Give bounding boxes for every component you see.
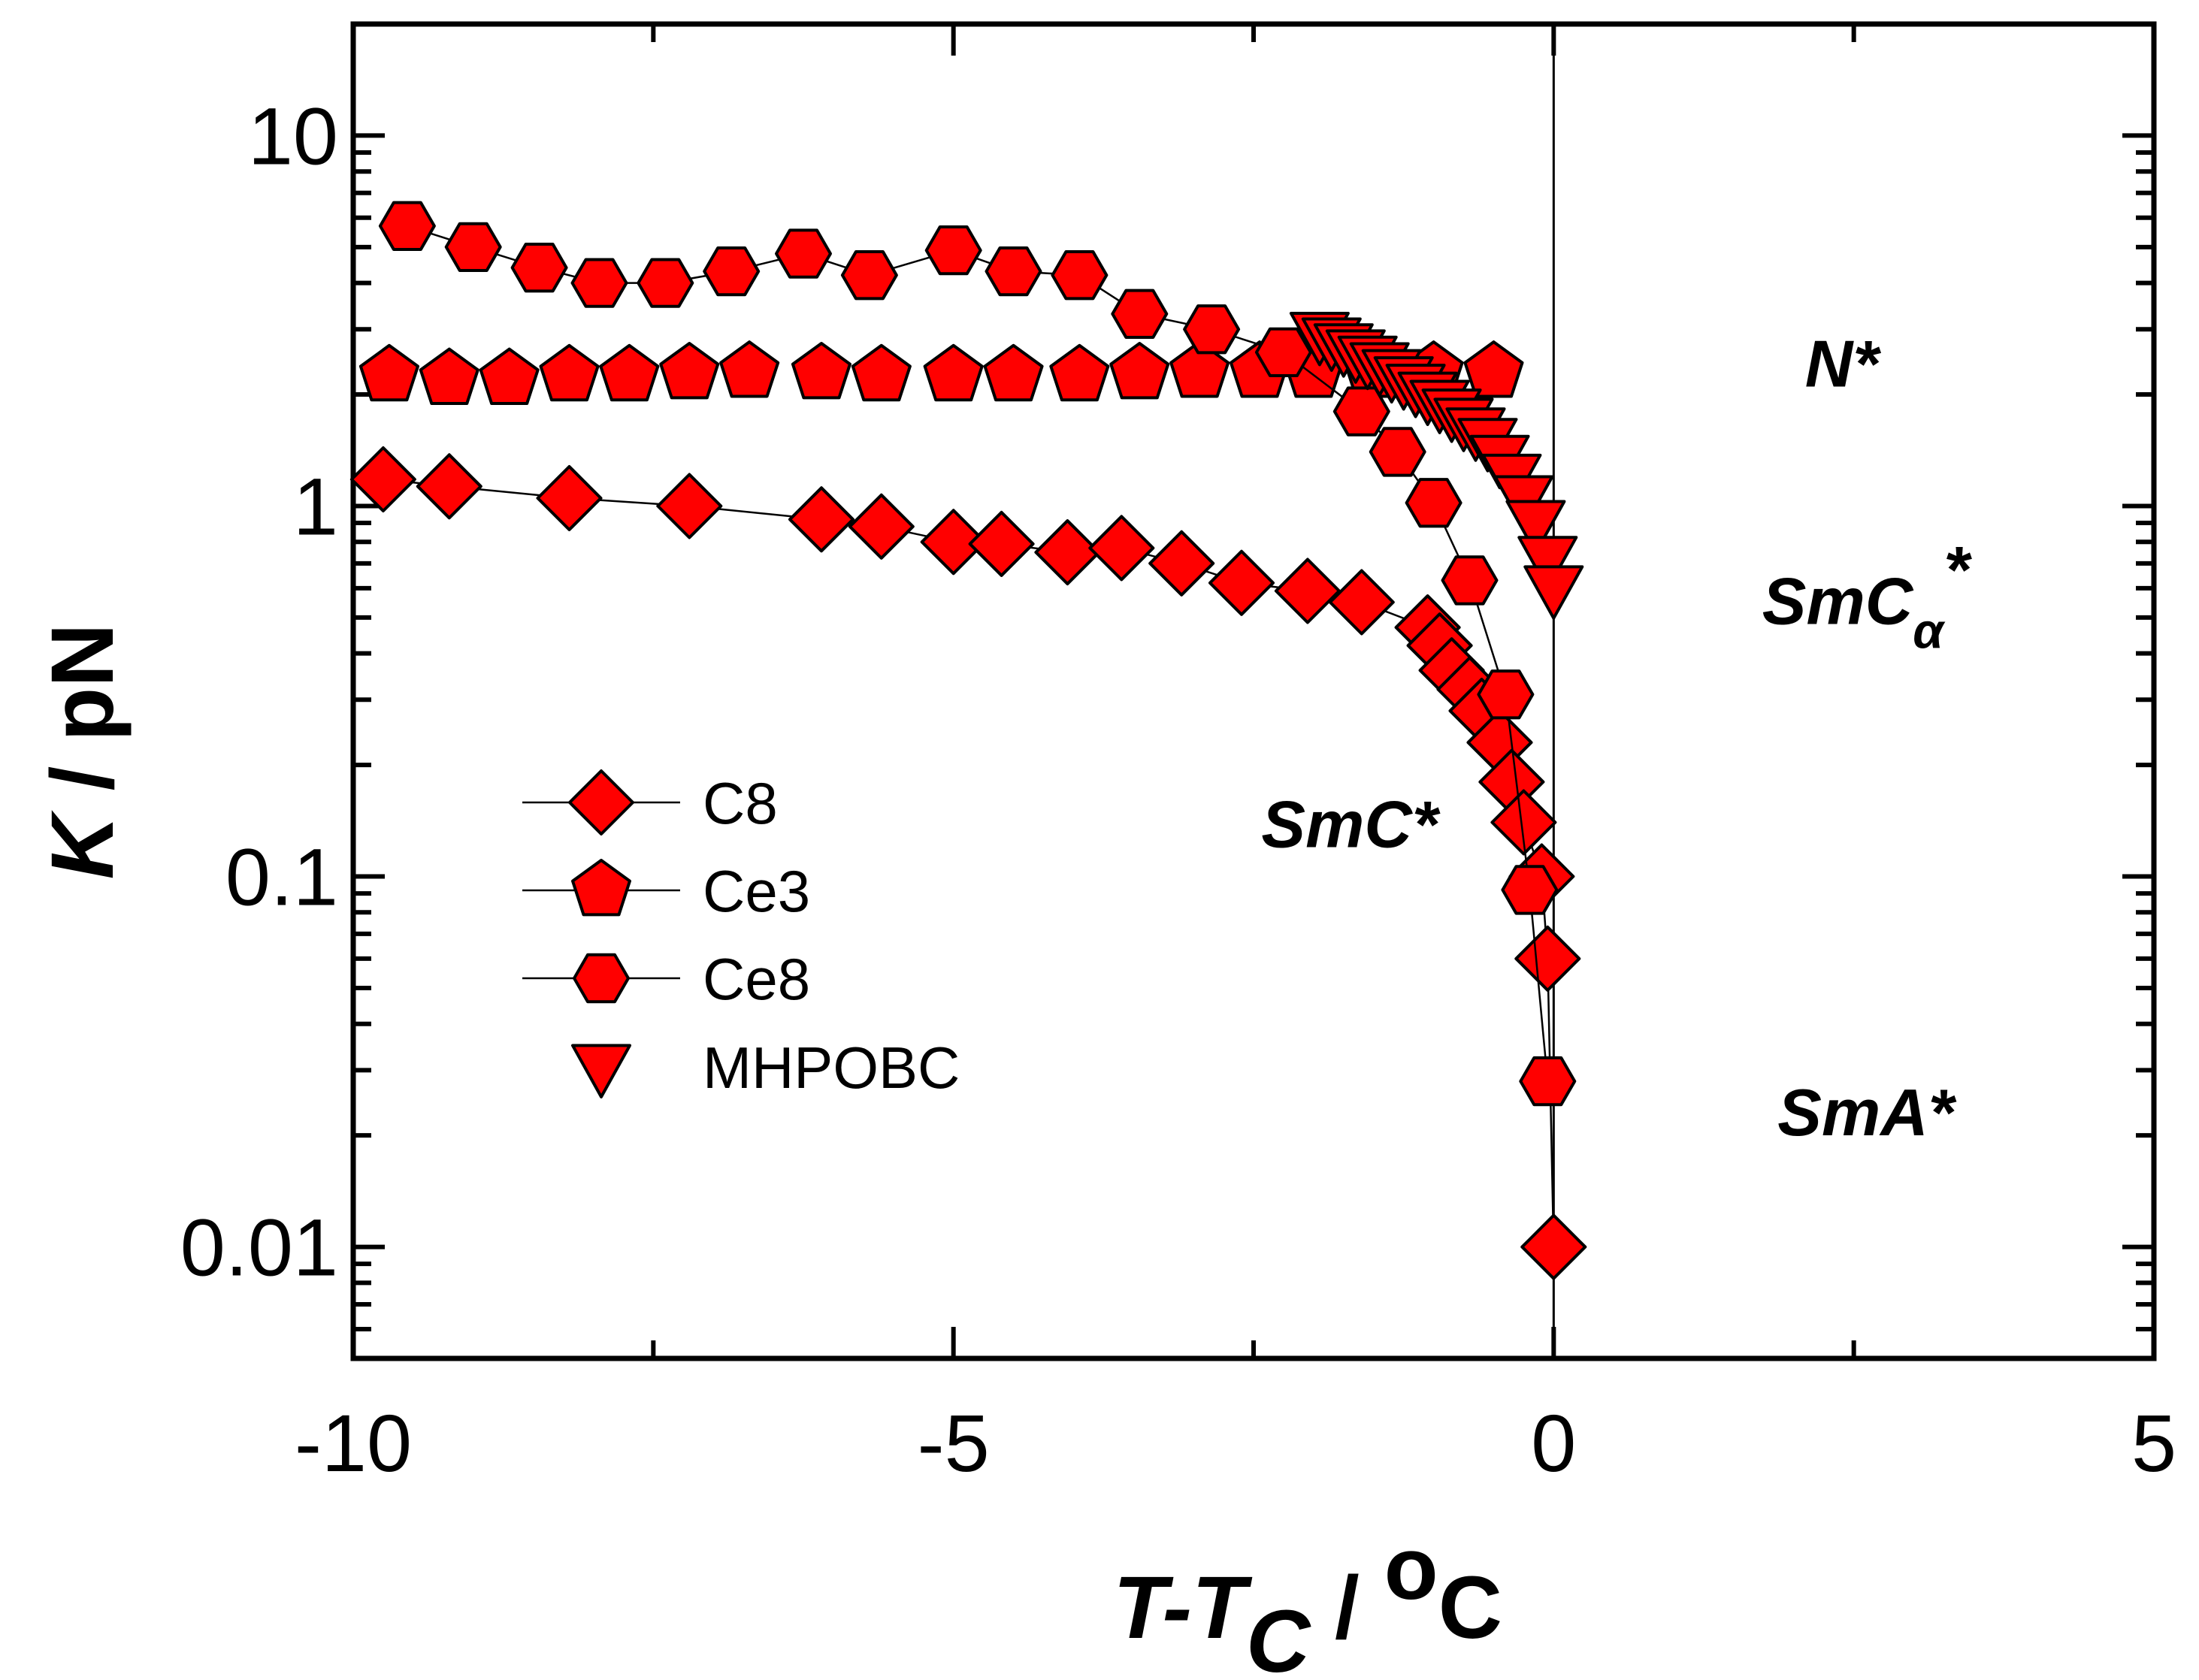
legend-marker-ce8 bbox=[573, 953, 630, 1004]
data-point-c8 bbox=[536, 465, 603, 531]
legend-entry-mhpobc: MHPOBC bbox=[571, 1035, 960, 1101]
data-point-ce3 bbox=[659, 342, 720, 400]
data-point-ce3 bbox=[923, 343, 984, 402]
data-point-c8 bbox=[349, 446, 416, 512]
data-point-ce3 bbox=[791, 342, 851, 400]
data-point-ce3 bbox=[1463, 340, 1524, 398]
legend-symbol bbox=[573, 953, 630, 1004]
data-point-ce8 bbox=[637, 258, 694, 308]
legend-label-c8: C8 bbox=[703, 770, 778, 836]
data-point-ce8 bbox=[444, 222, 502, 272]
phase-label-smc: SmC* bbox=[1261, 787, 1440, 861]
data-point-ce3 bbox=[1049, 343, 1110, 402]
data-point-ce3 bbox=[419, 347, 479, 405]
data-point-ce8 bbox=[1051, 250, 1109, 301]
data-point-c8 bbox=[416, 453, 482, 520]
data-point-c8 bbox=[1520, 1213, 1587, 1280]
data-point-ce8 bbox=[1441, 555, 1499, 606]
phase-label-nstar: N* bbox=[1805, 327, 1882, 401]
plot-frame bbox=[350, 21, 2157, 1361]
data-point-c8 bbox=[1208, 549, 1275, 616]
data-point-c8 bbox=[1274, 557, 1341, 624]
data-point-ce3 bbox=[1109, 342, 1170, 400]
series-ce8 bbox=[378, 201, 1577, 1107]
y-tick-label: 1 bbox=[293, 461, 338, 551]
legend-entry-ce8: Ce8 bbox=[522, 946, 810, 1012]
data-point-ce8 bbox=[840, 250, 898, 301]
data-point-ce3 bbox=[479, 347, 540, 405]
y-tick-label: 0.1 bbox=[225, 832, 338, 923]
data-point-c8 bbox=[788, 486, 854, 553]
legend-marker-mhpobc bbox=[571, 1044, 631, 1098]
data-point-ce8 bbox=[378, 201, 436, 251]
data-point-ce8 bbox=[775, 228, 832, 279]
x-tick-label: 0 bbox=[1531, 1397, 1576, 1488]
data-point-ce3 bbox=[599, 343, 660, 402]
x-tick-label: 5 bbox=[2131, 1397, 2176, 1488]
x-tick-label: -5 bbox=[918, 1397, 990, 1488]
legend-entry-c8: C8 bbox=[522, 769, 778, 836]
data-point-mhpobc bbox=[1517, 536, 1578, 591]
data-point-c8 bbox=[1148, 530, 1215, 597]
series-c8 bbox=[349, 446, 1587, 1280]
y-axis-title: K / pN bbox=[33, 624, 132, 880]
phase-label-smc-alpha: SmCα* bbox=[1762, 533, 1972, 659]
x-axis-title: T-TC / oC bbox=[1113, 1519, 1502, 1680]
data-point-c8 bbox=[656, 473, 723, 539]
legend-symbol bbox=[571, 1044, 631, 1098]
data-point-c8 bbox=[968, 510, 1035, 577]
x-tick-label: -10 bbox=[295, 1397, 412, 1488]
y-tick-label: 10 bbox=[248, 90, 338, 181]
data-point-mhpobc bbox=[1523, 565, 1584, 620]
data-point-ce8 bbox=[703, 246, 761, 297]
data-point-ce3 bbox=[358, 343, 419, 402]
data-point-c8 bbox=[1514, 925, 1581, 992]
data-point-ce8 bbox=[570, 258, 628, 308]
data-point-ce3 bbox=[851, 343, 912, 402]
y-tick-label: 0.01 bbox=[180, 1202, 338, 1293]
data-point-ce8 bbox=[1519, 1056, 1577, 1107]
data-point-ce8 bbox=[510, 243, 568, 293]
data-point-c8 bbox=[1034, 519, 1101, 586]
data-point-ce8 bbox=[1405, 478, 1462, 528]
legend-marker-ce3 bbox=[571, 859, 631, 917]
data-point-ce8 bbox=[1501, 865, 1559, 915]
axes: -10 -5 0 5 0.01 0.1 1 10 bbox=[180, 21, 2176, 1488]
legend-entry-ce3: Ce3 bbox=[522, 858, 810, 924]
data-point-ce8 bbox=[924, 225, 982, 276]
data-point-ce8 bbox=[985, 246, 1042, 297]
legend-label-ce3: Ce3 bbox=[703, 858, 810, 924]
data-point-c8 bbox=[920, 509, 987, 576]
legend-label-ce8: Ce8 bbox=[703, 946, 810, 1012]
data-point-ce8 bbox=[1111, 289, 1169, 339]
data-point-ce3 bbox=[983, 343, 1044, 402]
legend: C8 Ce3 Ce8 MHPOBC bbox=[522, 769, 960, 1101]
series-layer bbox=[349, 201, 1587, 1280]
data-point-c8 bbox=[1490, 789, 1557, 856]
data-point-ce8 bbox=[1183, 304, 1241, 355]
data-point-c8 bbox=[848, 493, 915, 560]
legend-label-mhpobc: MHPOBC bbox=[703, 1035, 960, 1101]
data-point-ce8 bbox=[1254, 327, 1312, 377]
data-point-ce3 bbox=[1169, 340, 1230, 398]
data-point-ce8 bbox=[1369, 427, 1426, 477]
data-point-c8 bbox=[1328, 569, 1395, 636]
data-point-ce3 bbox=[719, 340, 780, 398]
phase-label-sma: SmA* bbox=[1777, 1075, 1956, 1150]
series-mhpobc bbox=[1289, 312, 1584, 620]
legend-symbol bbox=[571, 859, 631, 917]
data-point-ce8 bbox=[1477, 669, 1535, 720]
legend-symbol bbox=[568, 769, 634, 835]
data-point-ce3 bbox=[539, 343, 600, 402]
data-point-mhpobc bbox=[1505, 500, 1566, 554]
data-point-c8 bbox=[1088, 515, 1155, 582]
legend-marker-c8 bbox=[568, 769, 634, 835]
